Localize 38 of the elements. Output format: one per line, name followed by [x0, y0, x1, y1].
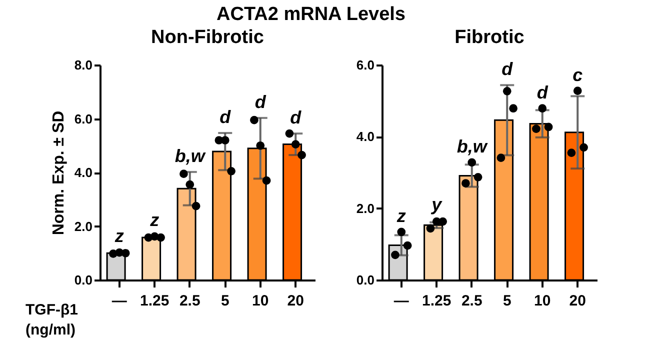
x-tick-label: — [394, 292, 409, 310]
annotation: d [536, 82, 549, 102]
x-axis-title: TGF-β1 (ng/ml) [26, 302, 78, 338]
chart-title: Non-Fibrotic [151, 27, 264, 48]
x-tick-label: 1.25 [140, 292, 170, 310]
x-tick-label: 10 [252, 292, 269, 310]
annotation: z [114, 226, 124, 246]
annotation: z [149, 210, 160, 230]
y-tick-label: 0.0 [356, 272, 374, 288]
x-tick-label: 2.5 [461, 292, 482, 310]
annotation: b,w [456, 136, 488, 156]
y-tick-label: 6.0 [356, 58, 374, 72]
y-tick-label: 6.0 [74, 111, 92, 126]
x-tick-label: 5 [220, 292, 230, 310]
annotation: z [396, 206, 406, 226]
text: ACTA2 mRNA Levels [216, 4, 406, 25]
annotation: c [572, 64, 583, 85]
y-tick-label: 2.0 [74, 218, 92, 234]
y-tick-label: 2.0 [356, 200, 374, 216]
y-tick-label: 4.0 [356, 129, 374, 144]
x-tick-label: 5 [502, 292, 512, 310]
y-tick-label: 0.0 [74, 272, 92, 288]
y-tick-label: 4.0 [74, 165, 92, 180]
x-tick-label: 2.5 [179, 292, 200, 310]
y-axis-title: Norm. Exp. ± SD [50, 110, 68, 236]
annotation: d [254, 92, 267, 112]
x-tick-label: 20 [569, 292, 586, 310]
annotation: b,w [174, 146, 206, 166]
x-tick-label: 1.25 [422, 292, 452, 310]
x-tick-label: 10 [534, 292, 551, 310]
annotation: d [220, 106, 232, 127]
x-tick-label: — [112, 292, 127, 310]
annotation: y [430, 194, 443, 215]
annotation: d [290, 108, 302, 128]
annotation: d [502, 59, 514, 80]
x-tick-label: 20 [287, 292, 304, 310]
chart-title: Fibrotic [454, 27, 525, 48]
y-tick-label: 8.0 [74, 58, 92, 72]
